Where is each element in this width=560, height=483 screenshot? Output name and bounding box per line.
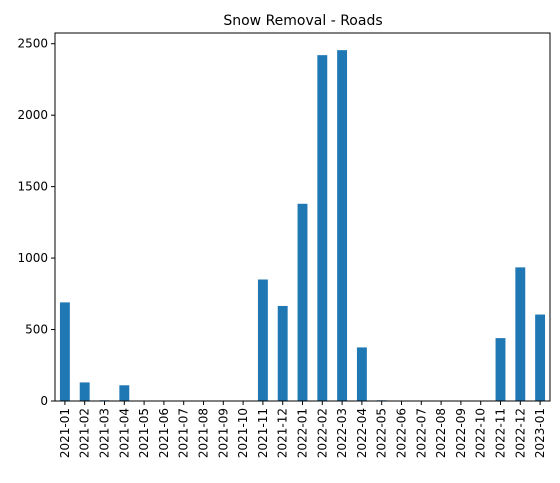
- x-tick-label: 2021-07: [177, 408, 191, 458]
- x-tick-label: 2021-11: [256, 408, 270, 458]
- y-axis: 0 500 1000 1500 2000 2500: [17, 37, 55, 408]
- y-tick-label: 1000: [17, 251, 48, 265]
- bar-2021-02: [79, 382, 90, 401]
- y-tick-label: 2500: [17, 37, 48, 51]
- x-tick-label: 2022-07: [414, 408, 428, 458]
- x-tick-label: 2022-08: [434, 408, 448, 458]
- x-tick-label: 2022-10: [474, 408, 488, 458]
- bar-2022-11: [495, 338, 506, 401]
- bar-2021-11: [257, 279, 268, 401]
- bar-2021-01: [59, 302, 70, 401]
- x-tick-label: 2022-03: [335, 408, 349, 458]
- x-tick-label: 2021-12: [276, 408, 290, 458]
- x-tick-label: 2022-04: [355, 408, 369, 458]
- x-tick-label: 2022-02: [315, 408, 329, 458]
- x-tick-label: 2021-08: [197, 408, 211, 458]
- x-tick-label: 2022-06: [395, 408, 409, 458]
- x-tick-label: 2021-02: [78, 408, 92, 458]
- bar-2022-03: [337, 50, 348, 402]
- x-tick-label: 2021-10: [236, 408, 250, 458]
- plot-frame: [54, 32, 551, 402]
- x-tick-label: 2022-12: [513, 408, 527, 458]
- x-tick-label: 2022-01: [296, 408, 310, 458]
- bar-2021-04: [119, 385, 130, 401]
- x-tick-label: 2021-03: [98, 408, 112, 458]
- x-tick-label: 2021-05: [137, 408, 151, 458]
- y-tick-label: 2000: [17, 108, 48, 122]
- bar-2022-04: [356, 347, 367, 401]
- y-tick-label: 1500: [17, 180, 48, 194]
- y-tick-label: 0: [40, 394, 48, 408]
- x-tick-label: 2023-01: [533, 408, 547, 458]
- x-tick-label: 2021-04: [117, 408, 131, 458]
- x-tick-label: 2021-01: [58, 408, 72, 458]
- x-axis: 2021-01 2021-02 2021-03 2021-04 2021-05 2021-…: [58, 401, 547, 458]
- x-tick-label: 2022-05: [375, 408, 389, 458]
- chart-title: Snow Removal - Roads: [223, 13, 382, 29]
- x-tick-label: 2022-09: [454, 408, 468, 458]
- y-tick-label: 500: [25, 323, 48, 337]
- x-tick-label: 2021-09: [216, 408, 230, 458]
- bar-2022-12: [515, 267, 526, 401]
- bar-2022-01: [297, 203, 308, 401]
- x-tick-label: 2021-06: [157, 408, 171, 458]
- bars-group: [59, 50, 546, 402]
- x-tick-label: 2022-11: [494, 408, 508, 458]
- bar-2021-12: [277, 305, 288, 401]
- bar-2022-02: [317, 55, 328, 402]
- bar-2023-01: [535, 314, 546, 401]
